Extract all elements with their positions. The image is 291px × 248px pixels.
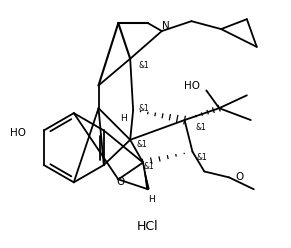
Text: &1: &1 [196, 124, 206, 132]
Text: O: O [235, 172, 243, 182]
Text: O: O [116, 177, 125, 187]
Text: &1: &1 [196, 153, 207, 162]
Text: HO: HO [184, 81, 200, 92]
Text: H: H [148, 195, 155, 204]
Text: H: H [120, 114, 127, 123]
Text: N: N [162, 21, 170, 31]
Text: &1: &1 [143, 162, 154, 171]
Text: &1: &1 [136, 140, 147, 149]
Text: &1: &1 [138, 61, 149, 70]
Text: HO: HO [10, 128, 26, 138]
Polygon shape [143, 162, 150, 189]
Text: HCl: HCl [137, 220, 159, 233]
Text: &1: &1 [138, 104, 149, 113]
